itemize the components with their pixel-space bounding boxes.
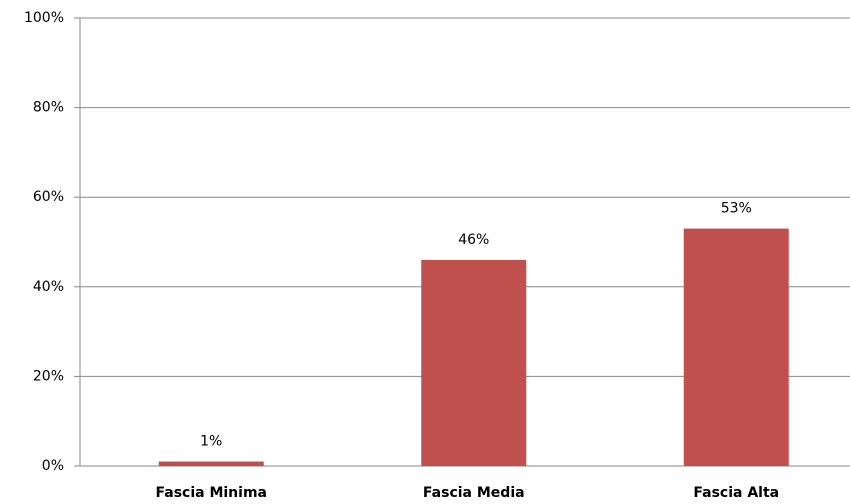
- y-tick-label: 80%: [33, 100, 64, 116]
- bar: [683, 228, 789, 466]
- y-tick-label: 60%: [33, 189, 64, 205]
- bar: [421, 259, 527, 466]
- y-tick-label: 20%: [33, 368, 64, 384]
- data-label: 1%: [200, 434, 222, 450]
- x-tick-label: Fascia Media: [423, 485, 525, 501]
- bar: [158, 461, 264, 466]
- data-label: 46%: [458, 232, 489, 248]
- y-tick-label: 0%: [42, 458, 64, 474]
- x-tick-label: Fascia Minima: [156, 485, 267, 501]
- data-label: 53%: [721, 201, 752, 217]
- y-tick-label: 100%: [24, 10, 64, 26]
- x-tick-label: Fascia Alta: [693, 485, 779, 501]
- y-tick-label: 40%: [33, 279, 64, 295]
